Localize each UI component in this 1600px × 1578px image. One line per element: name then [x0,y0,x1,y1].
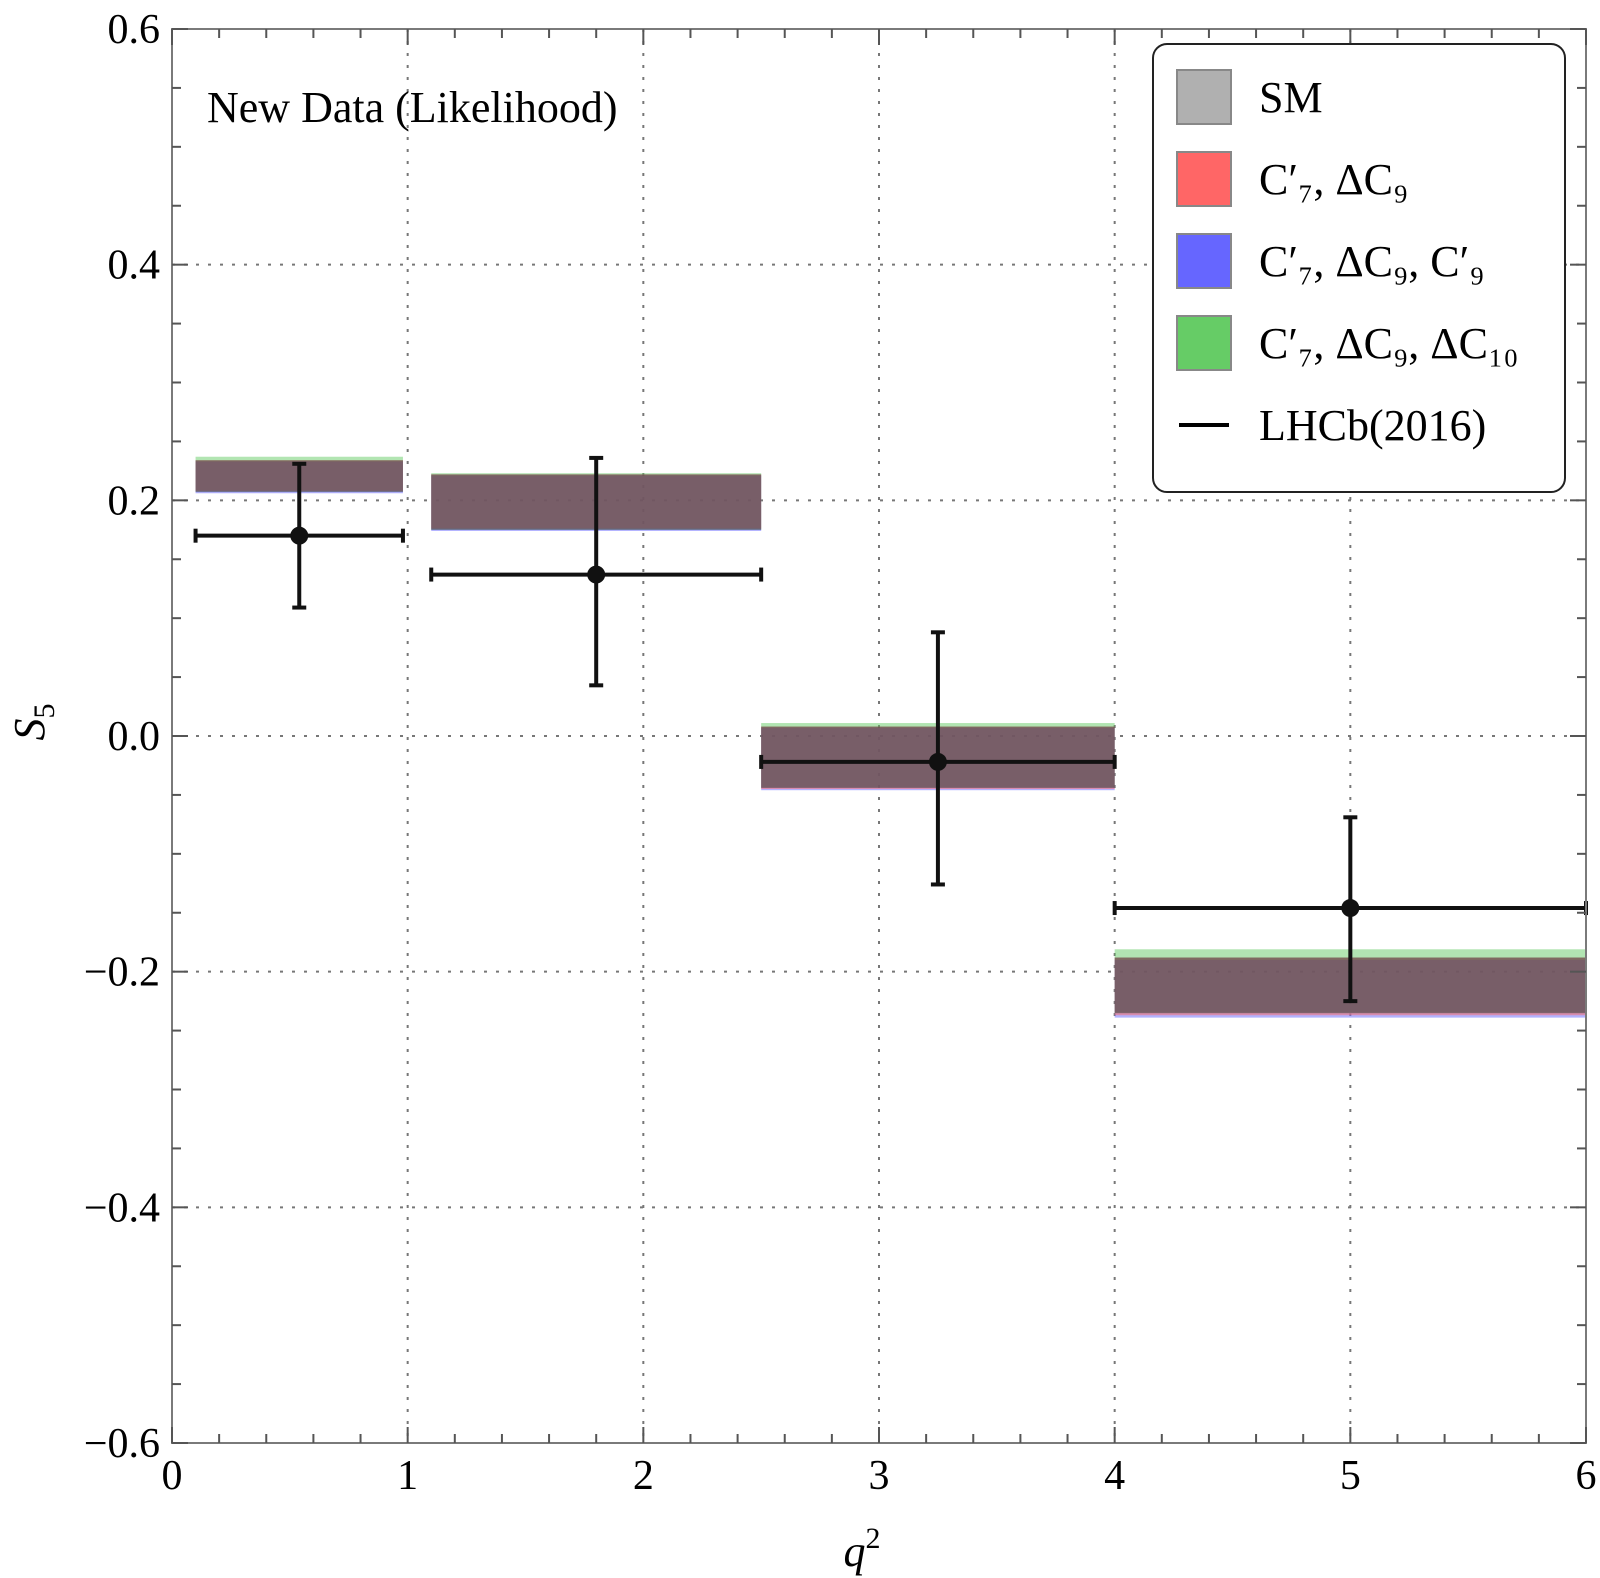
lhcb-point [587,565,606,584]
legend-swatch-sm [1176,69,1232,125]
y-axis-label-main: S [5,719,54,741]
lhcb-point [1341,899,1360,918]
legend-box [1152,43,1566,493]
x-tick-label: 4 [1104,1453,1125,1499]
lhcb-point [928,752,947,771]
x-tick-label: 6 [1576,1453,1597,1499]
y-tick-label: −0.6 [84,1421,160,1467]
legend-label-sm: SM [1259,73,1323,122]
x-tick-label: 3 [869,1453,890,1499]
y-tick-label: 0.4 [108,243,161,289]
y-axis-label-sub: 5 [28,704,61,719]
x-tick-label: 2 [633,1453,654,1499]
y-tick-label: 0.2 [108,478,161,524]
lhcb-point [290,526,309,545]
legend-label-c7-c9: C′₇, ΔC₉ [1259,155,1408,204]
legend-swatch-c7-c9-c10 [1176,315,1232,371]
legend-swatch-c7-c9 [1176,151,1232,207]
x-axis-label-main: q [844,1527,866,1576]
legend: SM C′₇, ΔC₉ C′₇, ΔC₉, C′₉ C′₇, ΔC₉, ΔC₁₀ LHC… [1152,43,1566,493]
x-axis-label-sup: 2 [866,1522,881,1555]
x-tick-label: 1 [397,1453,418,1499]
y-tick-label: −0.2 [84,950,160,996]
legend-swatch-c7-c9-c9p [1176,233,1232,289]
x-tick-label: 0 [162,1453,183,1499]
y-tick-label: 0.0 [108,714,161,760]
x-axis-label: q2 [844,1522,881,1576]
legend-label-c7-c9-c9p: C′₇, ΔC₉, C′₉ [1259,237,1485,286]
lhcb-data [193,455,1588,1004]
axis-ticks [171,28,1587,1444]
tick-labels: 0 1 2 3 4 5 6 −0.6 −0.4 −0.2 0.0 0.2 0.4 0.6 [84,7,1597,1499]
plot-annotation: New Data (Likelihood) [207,83,618,132]
y-axis-label: S5 [5,704,61,741]
y-tick-label: 0.6 [108,7,161,53]
y-tick-label: −0.4 [84,1185,160,1231]
legend-items: SM C′₇, ΔC₉ C′₇, ΔC₉, C′₉ C′₇, ΔC₉, ΔC₁₀ LHC… [1176,69,1519,450]
legend-label-c7-c9-c10: C′₇, ΔC₉, ΔC₁₀ [1259,319,1519,368]
x-tick-label: 5 [1340,1453,1361,1499]
legend-label-lhcb: LHCb(2016) [1259,401,1486,450]
